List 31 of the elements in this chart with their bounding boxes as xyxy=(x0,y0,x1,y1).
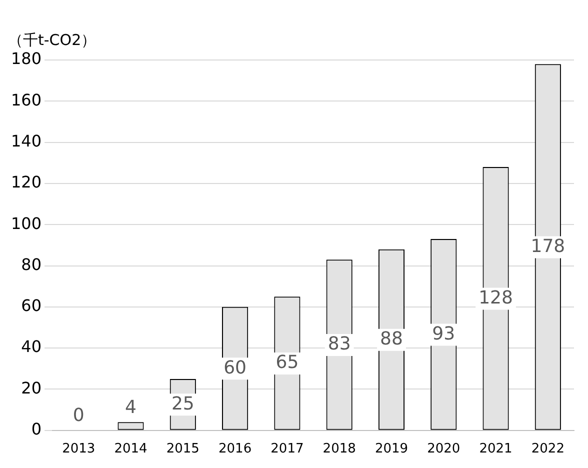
y-tick-label: 80 xyxy=(21,254,42,274)
x-tick-label: 2016 xyxy=(218,442,252,457)
x-tick-label: 2022 xyxy=(531,442,564,457)
x-tick-label: 2014 xyxy=(114,442,148,457)
data-label: 178 xyxy=(530,236,566,257)
data-label: 93 xyxy=(432,323,456,344)
y-tick-label: 60 xyxy=(21,296,42,316)
data-label: 88 xyxy=(380,328,403,350)
y-tick-label: 140 xyxy=(10,131,42,150)
x-tick-label: 2019 xyxy=(374,442,408,457)
data-label: 128 xyxy=(478,287,513,308)
y-axis-title: （千t-CO2） xyxy=(8,30,96,49)
data-label: 83 xyxy=(328,334,351,355)
y-tick-label: 160 xyxy=(10,90,42,110)
x-tick-label: 2020 xyxy=(427,442,460,457)
x-tick-label: 2015 xyxy=(166,442,200,457)
data-label: 60 xyxy=(224,357,247,378)
y-tick-label: 120 xyxy=(10,172,42,192)
data-label: 0 xyxy=(72,405,84,426)
data-label: 65 xyxy=(276,352,299,374)
y-tick-label: 0 xyxy=(31,420,42,439)
y-tick-label: 40 xyxy=(21,337,42,356)
data-label: 4 xyxy=(125,396,136,418)
x-tick-label: 2013 xyxy=(62,442,96,457)
y-tick-label: 180 xyxy=(10,49,42,68)
x-tick-label: 2021 xyxy=(479,442,512,457)
y-tick-label: 20 xyxy=(21,378,42,398)
x-tick-label: 2018 xyxy=(322,442,356,457)
data-label: 25 xyxy=(171,393,194,414)
y-tick-label: 100 xyxy=(10,214,42,233)
x-tick-label: 2017 xyxy=(270,442,304,457)
